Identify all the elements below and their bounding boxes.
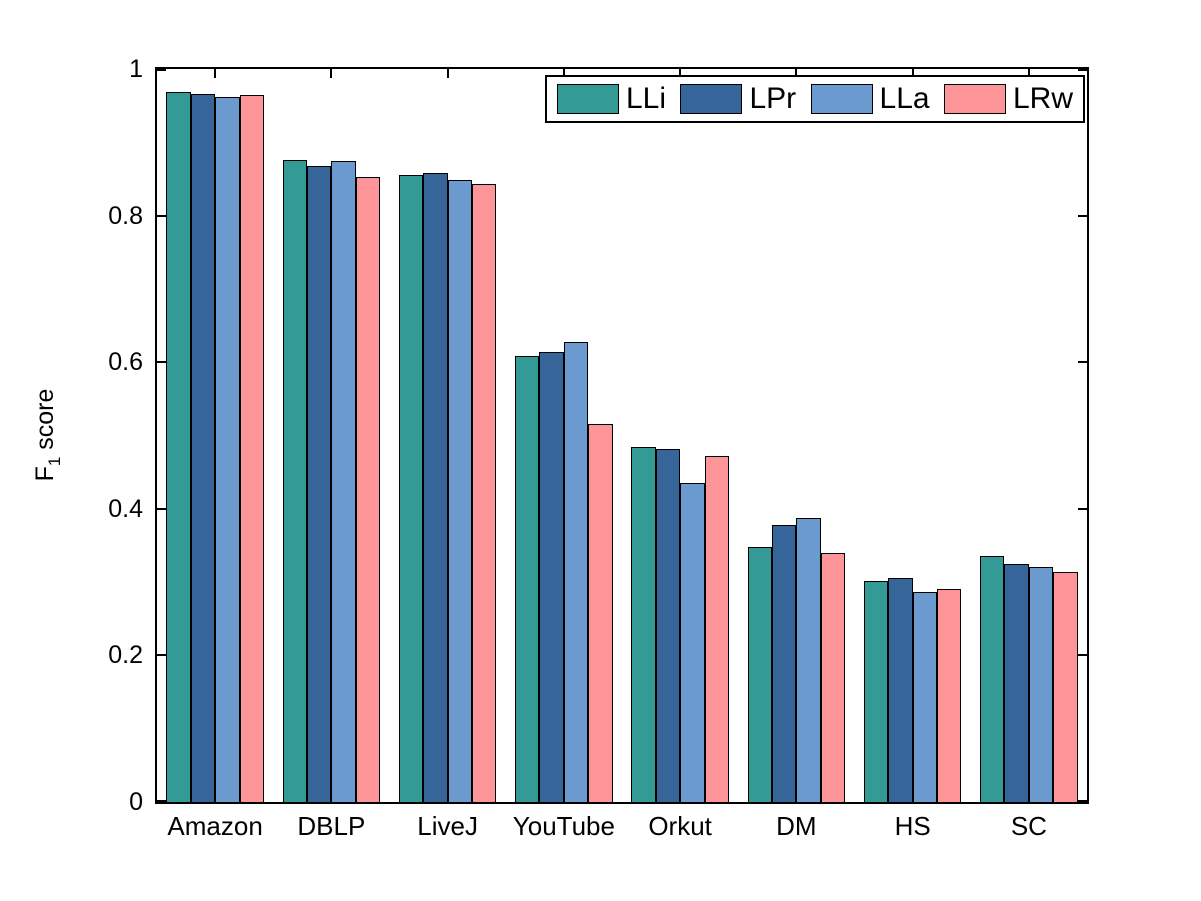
y-tick-label-0.2: 0.2 (108, 641, 143, 670)
y-tick-right-1 (1078, 69, 1087, 71)
bar-LLi-Amazon (166, 92, 191, 802)
x-tick-bottom-SC (1027, 793, 1030, 802)
y-tick-left-0.2 (157, 654, 166, 657)
bar-LPr-DBLP (306, 165, 332, 802)
y-axis-label-prefix: F (31, 466, 59, 482)
bar-LPr-DM (771, 524, 797, 802)
bar-LLi-DBLP (282, 159, 307, 802)
x-tick-top-Amazon (214, 69, 217, 78)
bar-LLi-HS (863, 581, 889, 802)
legend-swatch-LPr (680, 84, 743, 114)
bar-LPr-YouTube (539, 351, 564, 802)
x-tick-top-YouTube (562, 69, 565, 78)
x-tick-bottom-LiveJ (446, 793, 449, 802)
legend-label-LPr: LPr (749, 82, 797, 115)
x-tick-label-DM: DM (776, 811, 817, 841)
y-tick-label-1: 1 (129, 55, 143, 83)
bar-LLi-YouTube (515, 356, 540, 802)
y-tick-left-0.4 (157, 507, 166, 510)
y-tick-right-0.2 (1078, 654, 1087, 657)
y-tick-right-0.4 (1078, 507, 1087, 510)
x-tick-label-Orkut: Orkut (648, 811, 712, 841)
x-tick-bottom-Amazon (214, 793, 217, 802)
x-tick-label-YouTube: YouTube (512, 811, 615, 841)
legend-item-LRw: LRw (943, 82, 1073, 115)
y-tick-left-0.8 (157, 214, 166, 217)
bar-LLa-LiveJ (447, 179, 473, 802)
bar-LPr-Amazon (190, 93, 216, 802)
y-tick-label-0.4: 0.4 (108, 494, 143, 523)
bar-LRw-HS (937, 589, 962, 802)
legend-swatch-LRw (943, 84, 1006, 114)
x-tick-label-LiveJ: LiveJ (417, 811, 478, 841)
x-tick-bottom-DM (795, 793, 798, 802)
legend-item-LLa: LLa (810, 82, 930, 115)
x-tick-top-Orkut (679, 69, 682, 78)
legend: LLi LPr LLa LRw (545, 75, 1085, 123)
y-axis-label-subscript: 1 (45, 456, 64, 467)
y-tick-right-0.8 (1078, 214, 1087, 217)
y-tick-label-0: 0 (129, 788, 143, 816)
legend-swatch-LLa (810, 84, 873, 114)
plot-area: LLi LPr LLa LRw (155, 67, 1089, 804)
y-axis-label-suffix: score (31, 388, 59, 457)
bar-LRw-Orkut (704, 456, 729, 802)
x-tick-bottom-HS (911, 793, 914, 802)
y-tick-left-0 (157, 800, 166, 802)
bar-LPr-LiveJ (423, 173, 448, 802)
bar-LLa-Amazon (215, 96, 240, 802)
bar-LPr-Orkut (655, 449, 681, 802)
x-tick-top-LiveJ (446, 69, 449, 78)
y-axis-label: F1 score (31, 389, 65, 482)
x-tick-bottom-DBLP (330, 793, 333, 802)
x-tick-top-DBLP (330, 69, 333, 78)
bar-LPr-SC (1004, 563, 1029, 802)
x-tick-label-HS: HS (894, 811, 931, 841)
bar-LLa-DBLP (331, 160, 356, 802)
x-tick-top-HS (911, 69, 914, 78)
bar-LRw-YouTube (588, 423, 613, 802)
x-tick-label-Amazon: Amazon (167, 811, 263, 841)
bar-LLa-SC (1028, 566, 1054, 802)
legend-swatch-LLi (557, 84, 619, 114)
bar-LRw-DM (820, 552, 846, 802)
bar-LPr-HS (888, 578, 913, 802)
y-tick-right-0 (1078, 800, 1087, 802)
legend-label-LRw: LRw (1012, 82, 1073, 115)
y-tick-label-0.8: 0.8 (108, 201, 143, 230)
x-tick-bottom-Orkut (679, 793, 682, 802)
x-tick-bottom-YouTube (562, 793, 565, 802)
x-tick-top-SC (1027, 69, 1030, 78)
bar-LLi-LiveJ (398, 175, 424, 802)
legend-item-LLi: LLi (557, 84, 666, 114)
x-tick-top-DM (795, 69, 798, 78)
legend-label-LLi: LLi (626, 82, 667, 115)
legend-item-LPr: LPr (680, 84, 796, 114)
y-tick-right-0.6 (1078, 361, 1087, 364)
y-tick-left-0.6 (157, 361, 166, 364)
bar-LLi-DM (747, 546, 772, 802)
bar-LRw-LiveJ (472, 184, 497, 802)
bar-LLi-Orkut (631, 447, 656, 802)
bar-LRw-SC (1053, 571, 1078, 802)
bar-LRw-Amazon (239, 95, 264, 802)
bar-LLi-SC (980, 556, 1005, 802)
bar-LRw-DBLP (355, 176, 381, 802)
y-tick-left-1 (157, 69, 166, 71)
bar-LLa-Orkut (680, 483, 705, 802)
bar-LLa-HS (912, 591, 938, 802)
y-tick-label-0.6: 0.6 (108, 348, 143, 377)
legend-label-LLa: LLa (879, 82, 930, 115)
x-tick-label-DBLP: DBLP (297, 811, 366, 841)
bar-LLa-YouTube (563, 342, 589, 802)
x-tick-label-SC: SC (1010, 811, 1047, 841)
bar-LLa-DM (796, 518, 821, 802)
